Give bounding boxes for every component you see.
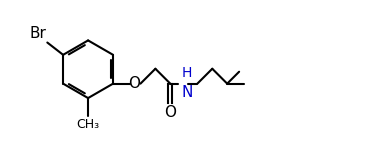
Text: CH₃: CH₃: [76, 118, 100, 131]
Text: H: H: [182, 66, 192, 80]
Text: N: N: [181, 85, 193, 100]
Text: O: O: [128, 76, 140, 91]
Text: Br: Br: [29, 26, 46, 41]
Text: O: O: [164, 106, 176, 120]
